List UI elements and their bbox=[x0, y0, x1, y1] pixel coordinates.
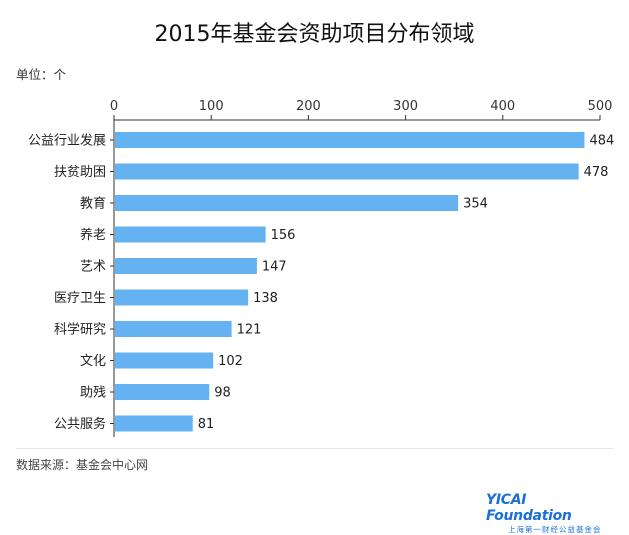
bar bbox=[115, 226, 266, 243]
value-label: 121 bbox=[237, 323, 262, 338]
x-tick-label: 0 bbox=[110, 99, 118, 114]
category-label: 公益行业发展 bbox=[28, 133, 106, 149]
category-label: 文化 bbox=[80, 354, 106, 369]
x-tick-label: 400 bbox=[490, 99, 515, 114]
bar bbox=[115, 132, 585, 148]
logo-wordmark: YICAI Foundation bbox=[486, 492, 572, 524]
source-note: 数据来源：基金会中心网 bbox=[16, 458, 149, 472]
logo-subtitle: 上海第一财经公益基金会 bbox=[508, 525, 602, 534]
value-label: 478 bbox=[584, 165, 609, 180]
value-label: 81 bbox=[198, 417, 215, 432]
value-label: 102 bbox=[218, 354, 243, 369]
yicai-foundation-logo: YICAI Foundation 上海第一财经公益基金会 bbox=[486, 492, 616, 535]
bar bbox=[115, 258, 257, 274]
category-label: 艺术 bbox=[80, 260, 106, 275]
category-label: 公共服务 bbox=[54, 416, 106, 432]
value-label: 98 bbox=[214, 386, 231, 401]
category-label: 医疗卫生 bbox=[54, 291, 106, 306]
category-label: 养老 bbox=[80, 227, 106, 243]
bar-chart: 0 100 200 300 400 500 公益行业发展 484 扶贫助困 478 教育 354 养老 1… bbox=[28, 99, 614, 437]
bar bbox=[115, 289, 249, 306]
x-tick-label: 500 bbox=[588, 99, 613, 114]
bar bbox=[115, 415, 193, 432]
x-tick-label: 200 bbox=[296, 99, 321, 114]
unit-label: 单位：个 bbox=[16, 67, 67, 82]
value-label: 147 bbox=[262, 260, 287, 275]
footer-divider bbox=[16, 448, 613, 449]
value-label: 484 bbox=[589, 134, 614, 149]
value-label: 354 bbox=[463, 197, 488, 212]
category-label: 科学研究 bbox=[54, 322, 106, 338]
chart-title: 2015年基金会资助项目分布领域 bbox=[154, 22, 475, 47]
bar bbox=[115, 163, 579, 180]
x-tick-label: 100 bbox=[199, 99, 224, 114]
bar bbox=[115, 195, 459, 211]
bar bbox=[115, 321, 232, 337]
bar bbox=[115, 352, 214, 369]
bar bbox=[115, 384, 210, 400]
category-label: 扶贫助困 bbox=[54, 164, 106, 180]
value-label: 138 bbox=[253, 291, 278, 306]
category-label: 教育 bbox=[80, 196, 106, 212]
value-label: 156 bbox=[271, 228, 296, 243]
category-label: 助残 bbox=[80, 386, 106, 401]
x-tick-label: 300 bbox=[393, 99, 418, 114]
